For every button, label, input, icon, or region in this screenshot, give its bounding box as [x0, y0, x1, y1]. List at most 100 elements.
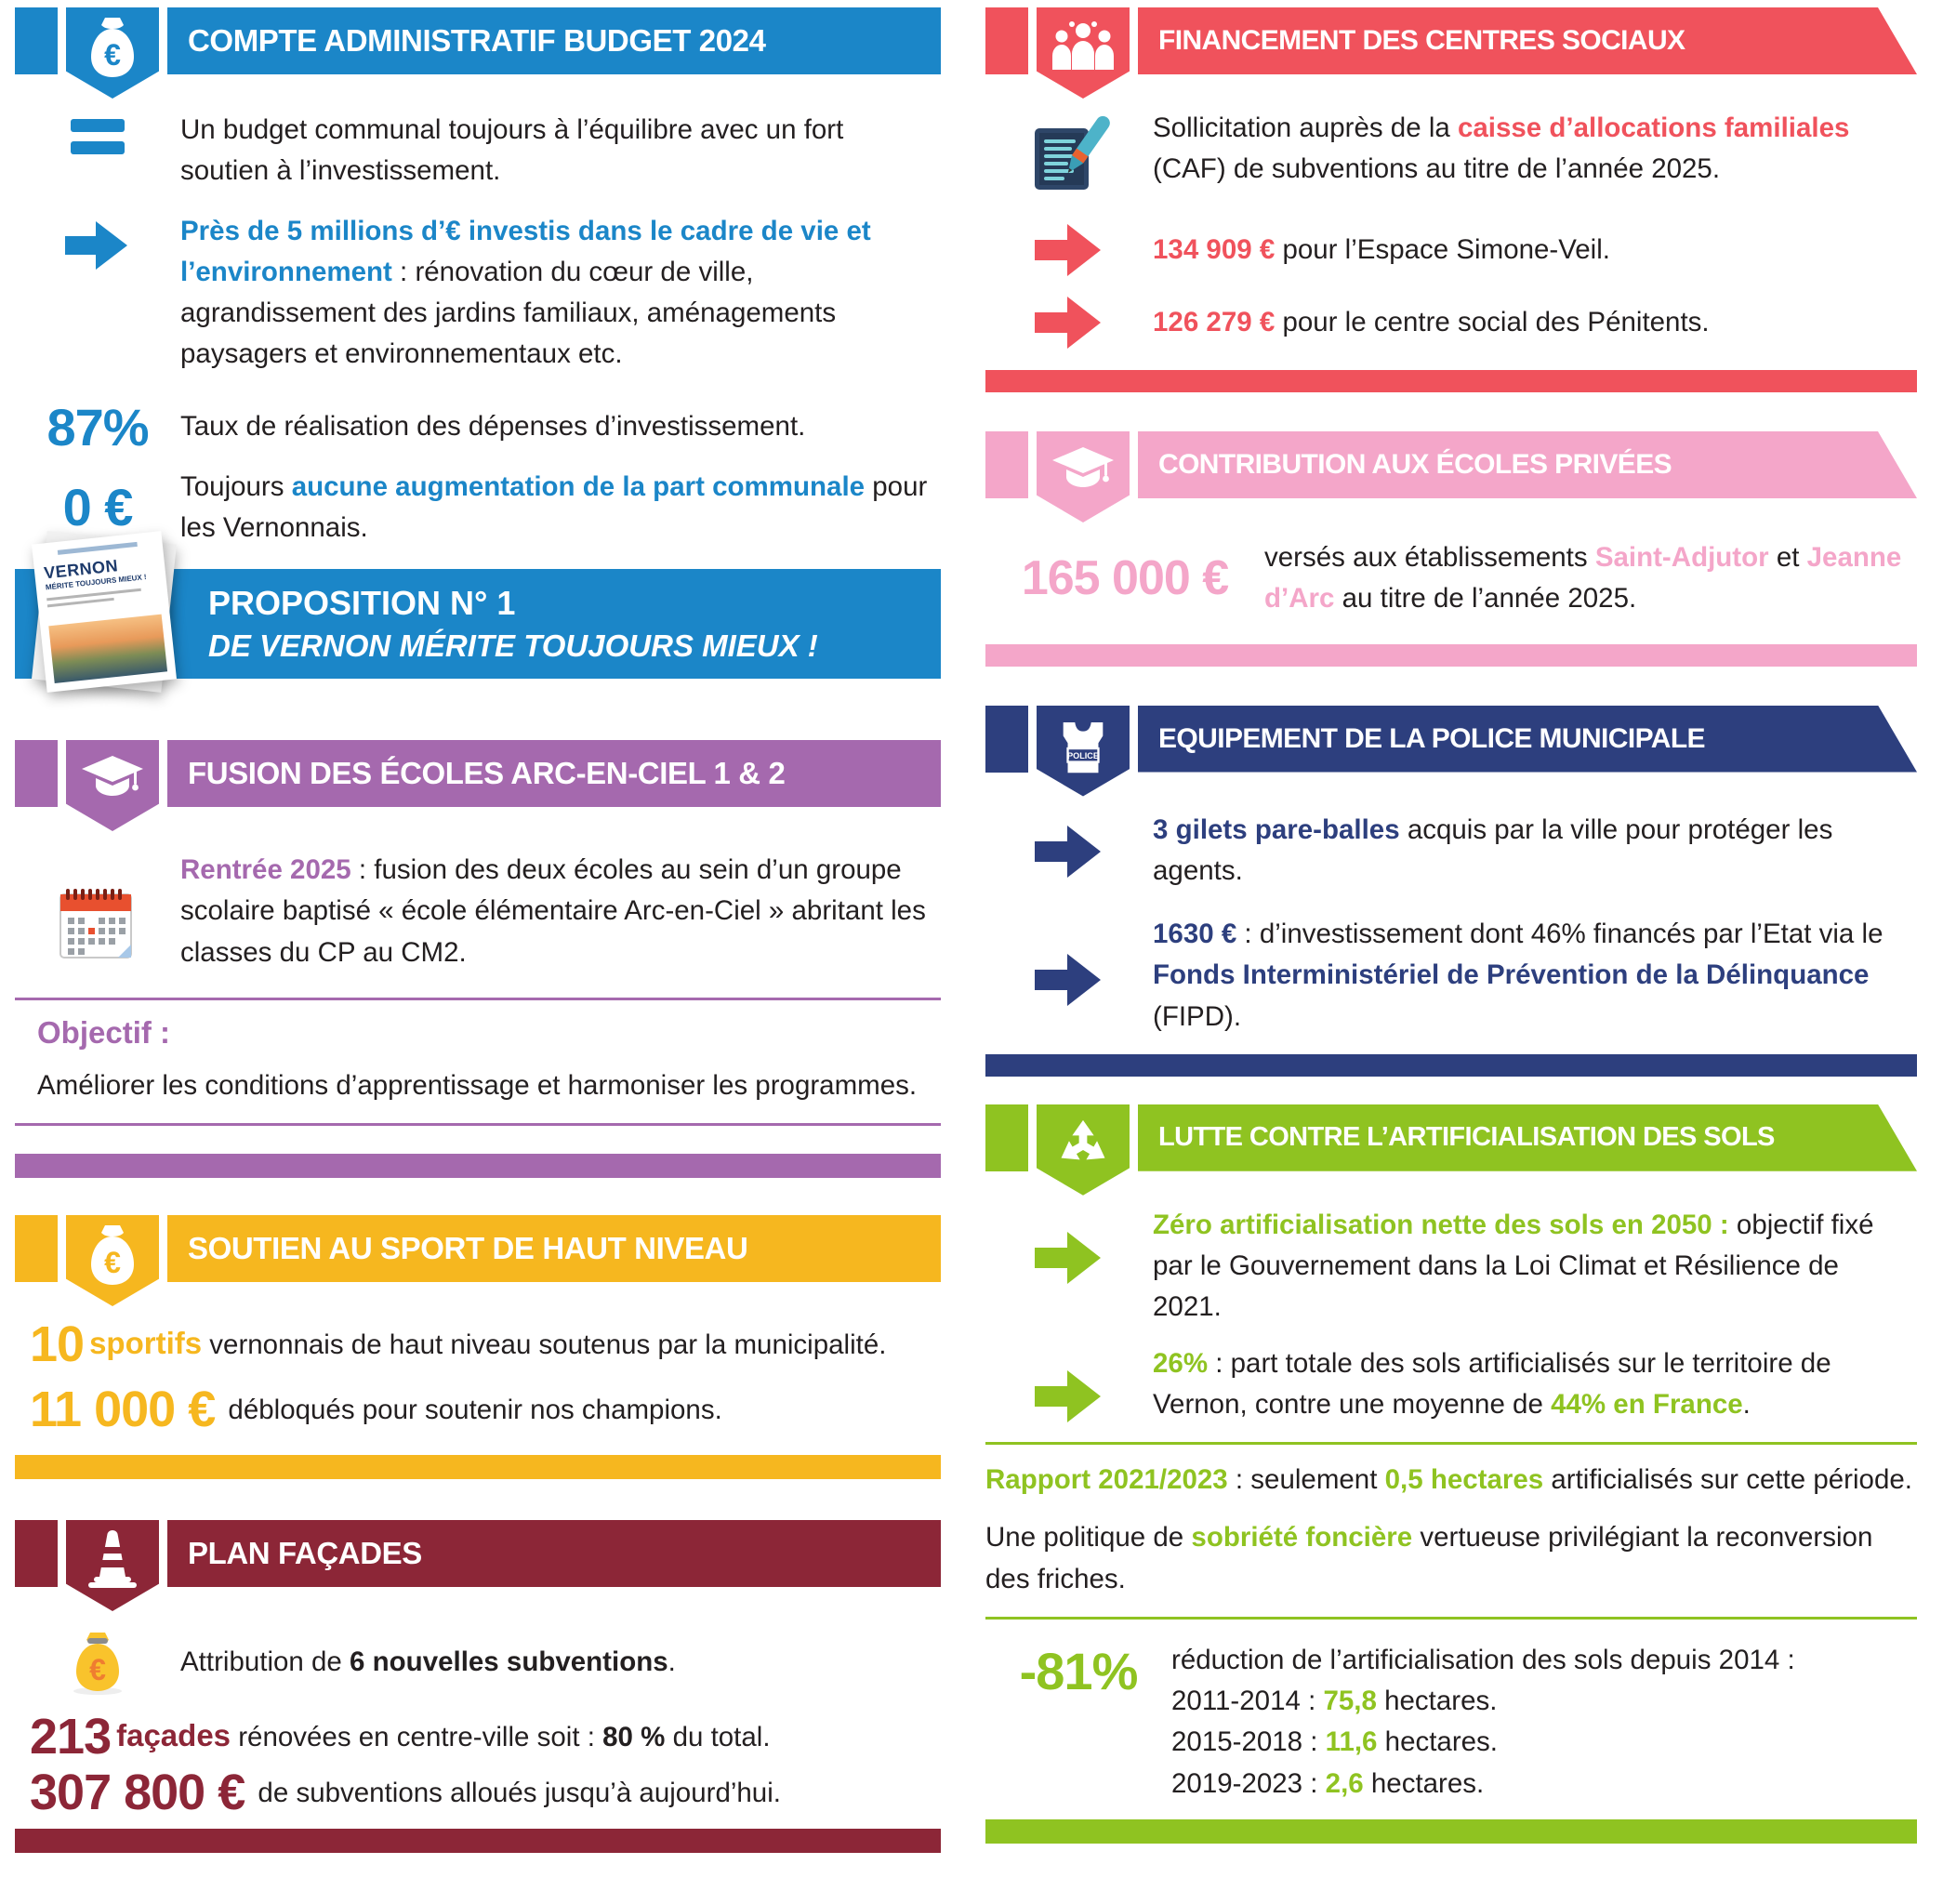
section-police: POLICE EQUIPEMENT DE LA POLICE MUNICIPAL…: [985, 705, 1917, 1077]
ecoles-amount: 165 000 €: [985, 554, 1264, 602]
facades-post2: du total.: [665, 1722, 771, 1752]
facades-header: PLAN FAÇADES: [15, 1520, 941, 1611]
family-icon: [1037, 7, 1130, 99]
navy-separator-bar: [985, 1053, 1917, 1077]
euro-glyph: €: [104, 1246, 121, 1279]
sport-header: € SOUTIEN AU SPORT DE HAUT NIVEAU: [15, 1215, 941, 1306]
ecoles-amount-value: 165 000 €: [1021, 551, 1229, 606]
recycle-icon: [1037, 1104, 1130, 1196]
fusion-title: FUSION DES ÉCOLES ARC-EN-CIEL 1 & 2: [188, 756, 786, 790]
police-arrow2-text: 1630 € : d’investissement dont 46% finan…: [1153, 914, 1917, 1038]
police-mid: : d’investissement dont 46% financés par…: [1236, 919, 1884, 949]
ecoles-header: CONTRIBUTION AUX ÉCOLES PRIVÉES: [985, 431, 1917, 522]
green-divider-line: [985, 1616, 1917, 1620]
year-hectares: 2,6: [1325, 1767, 1364, 1799]
euro-glyph: €: [104, 38, 121, 72]
sols-rapport-text: Rapport 2021/2023 : seulement 0,5 hectar…: [985, 1460, 1917, 1501]
pink-separator-bar: [985, 643, 1917, 667]
police-label: POLICE: [1067, 751, 1099, 760]
sport-title-band: SOUTIEN AU SPORT DE HAUT NIVEAU: [167, 1215, 941, 1282]
facades-count-label: façades: [116, 1718, 231, 1752]
header-stub: [985, 431, 1028, 498]
fusion-text: Rentrée 2025 : fusion des deux écoles au…: [180, 850, 941, 973]
sols-44-bold: 44% en France: [1551, 1388, 1743, 1420]
section-facades: PLAN FAÇADES € Attribution de 6 nouvelle…: [15, 1520, 941, 1853]
sport-count: 10: [30, 1316, 85, 1372]
facades-percent: 80 %: [602, 1722, 666, 1752]
header-stub: [15, 740, 58, 807]
sport-stat-athletes: 10 sportifs vernonnais de haut niveau sou…: [30, 1319, 941, 1369]
ecoles-pre: versés aux établissements: [1264, 542, 1595, 573]
politique-bold: sobriété foncière: [1191, 1522, 1413, 1554]
sols-arrow1-text: Zéro artificialisation nette des sols en…: [1153, 1205, 1917, 1329]
facades-subventions-text: Attribution de 6 nouvelles subventions.: [180, 1642, 941, 1683]
purple-separator-bar: [15, 1154, 941, 1178]
facades-row-subventions: € Attribution de 6 nouvelles subventions…: [15, 1630, 941, 1695]
sols-title-band: LUTTE CONTRE L’ARTIFICIALISATION DES SOL…: [1138, 1104, 1917, 1171]
rapport-post: artificialisés sur cette période.: [1543, 1464, 1912, 1495]
centres-post: (CAF) de subventions au titre de l’année…: [1153, 153, 1721, 185]
section-sols: LUTTE CONTRE L’ARTIFICIALISATION DES SOL…: [985, 1104, 1917, 1844]
stat-81-number: -81%: [1019, 1641, 1139, 1700]
year-range: 2011-2014 :: [1171, 1686, 1324, 1716]
traffic-cone-icon: [66, 1520, 159, 1611]
year-range: 2015-2018 :: [1171, 1726, 1326, 1758]
budget-title-band: COMPTE ADMINISTRATIF BUDGET 2024: [167, 7, 941, 74]
header-stub: [15, 1520, 58, 1587]
centres-row-caf: Sollicitation auprès de la caisse d’allo…: [985, 108, 1917, 199]
stat-0-post: pour les Vernonnais.: [180, 470, 928, 543]
centres-amount1-text: pour l’Espace Simone-Veil.: [1275, 233, 1610, 265]
arrow-right-icon: [985, 1205, 1153, 1287]
police-vests-bold: 3 gilets pare-balles: [1153, 813, 1400, 845]
budget-row-balance: Un budget communal toujours à l’équilibr…: [15, 110, 941, 192]
proposition-line2: DE VERNON MÉRITE TOUJOURS MIEUX !: [208, 628, 818, 663]
sport-amount-text: débloqués pour soutenir nos champions.: [220, 1395, 722, 1425]
section-centres-sociaux: FINANCEMENT DES CENTRES SOCIAUX: [985, 7, 1917, 392]
facades-title-band: PLAN FAÇADES: [167, 1520, 941, 1587]
police-vest-icon: POLICE: [1037, 705, 1130, 797]
sport-amount: 11 000 €: [30, 1382, 216, 1437]
stat-87-value: 87%: [46, 397, 149, 456]
fusion-rest: : fusion des deux écoles au sein d’un gr…: [180, 854, 926, 968]
section-sport: € SOUTIEN AU SPORT DE HAUT NIVEAU 10 spor…: [15, 1215, 941, 1479]
centres-bold: caisse d’allocations familiales: [1457, 112, 1850, 143]
centres-amount-2: 126 279 €: [1153, 306, 1276, 337]
sport-count-label: sportifs: [89, 1326, 203, 1360]
maroon-separator-bar: [15, 1829, 941, 1853]
centres-header: FINANCEMENT DES CENTRES SOCIAUX: [985, 7, 1917, 99]
proposition-banner: VERNON MÉRITE TOUJOURS MIEUX ! PROPOSITI…: [15, 531, 941, 693]
facades-amount: 307 800 €: [30, 1765, 245, 1820]
facades-bold: 6 nouvelles subventions: [350, 1646, 668, 1677]
brochure-photo: [48, 614, 168, 683]
year-hectares: 75,8: [1323, 1686, 1377, 1716]
sols-26-mid: : part totale des sols artificialisés su…: [1153, 1347, 1831, 1420]
centres-arrow2-text: 126 279 € pour le centre social des Péni…: [1153, 302, 1917, 343]
header-stub: [15, 1215, 58, 1282]
green-divider-line: [985, 1442, 1917, 1445]
year-hectares: 11,6: [1325, 1726, 1378, 1758]
purple-divider-line: [15, 1123, 941, 1126]
facades-stat-amount: 307 800 € de subventions alloués jusqu’à…: [30, 1767, 941, 1818]
sols-stat-81: -81% réduction de l’artificialisation de…: [985, 1640, 1917, 1805]
money-bag-icon: €: [66, 7, 159, 99]
stat-0-value: 0 €: [62, 477, 134, 536]
sport-title: SOUTIEN AU SPORT DE HAUT NIVEAU: [188, 1231, 748, 1265]
ecoles-school-1: Saint-Adjutor: [1594, 542, 1769, 573]
budget-stat-0: 0 € Toujours aucune augmentation de la p…: [15, 467, 941, 549]
stat-81-text: réduction de l’artificialisation des sol…: [1171, 1644, 1795, 1675]
left-column: € COMPTE ADMINISTRATIF BUDGET 2024 Un bu…: [15, 7, 941, 1853]
centres-title-band: FINANCEMENT DES CENTRES SOCIAUX: [1138, 7, 1917, 74]
police-title-band: EQUIPEMENT DE LA POLICE MUNICIPALE: [1138, 706, 1917, 773]
sols-arrow-1: Zéro artificialisation nette des sols en…: [985, 1205, 1917, 1329]
police-fipd-bold: Fonds Interministériel de Prévention de …: [1153, 959, 1870, 991]
facades-title: PLAN FAÇADES: [188, 1536, 422, 1570]
rapport-bold: Rapport 2021/2023: [985, 1464, 1228, 1495]
graduation-cap-icon: [66, 740, 159, 831]
budget-invest-bold: Près de 5 millions d’€ investis dans le …: [180, 215, 871, 287]
header-stub: [985, 7, 1028, 74]
ecoles-school-2: Jeanne d’Arc: [1264, 542, 1902, 615]
red-separator-bar: [985, 370, 1917, 392]
objectif-text: Améliorer les conditions d’apprentissage…: [37, 1069, 918, 1101]
proposition-brochure: VERNON MÉRITE TOUJOURS MIEUX !: [32, 531, 177, 693]
ecoles-stat-row: 165 000 € versés aux établissements Sain…: [985, 537, 1917, 620]
